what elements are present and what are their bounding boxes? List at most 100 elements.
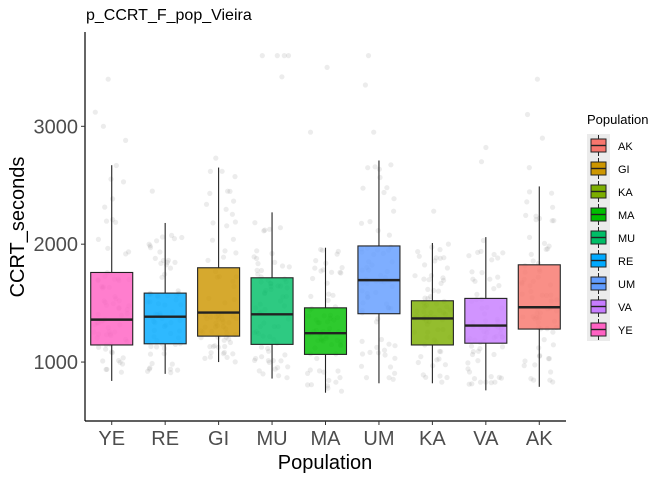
jitter-point [444, 265, 450, 271]
jitter-point [277, 225, 283, 231]
jitter-point [541, 240, 548, 246]
jitter-point [316, 368, 323, 374]
jitter-point [123, 137, 129, 143]
jitter-point [377, 174, 383, 181]
jitter-point [466, 253, 472, 259]
jitter-point [334, 251, 340, 257]
jitter-point [386, 375, 392, 381]
jitter-point [159, 274, 165, 280]
jitter-point [335, 368, 341, 374]
box-MA [303, 247, 348, 393]
jitter-point [276, 373, 282, 379]
jitter-point [258, 344, 265, 350]
jitter-point [233, 250, 239, 256]
legend-item-UM: UM [587, 272, 635, 295]
jitter-point [365, 165, 371, 171]
jitter-point [324, 383, 331, 389]
jitter-point [258, 267, 264, 274]
jitter-point [208, 350, 214, 356]
x-tick-label: YE [98, 428, 125, 450]
jitter-point [172, 259, 178, 265]
jitter-point [392, 355, 398, 361]
jitter-point [230, 236, 236, 242]
jitter-point [100, 358, 106, 364]
jitter-point [491, 351, 497, 358]
jitter-point [147, 365, 153, 371]
jitter-point [175, 288, 181, 294]
box-VA [464, 237, 508, 391]
jitter-point [265, 345, 271, 352]
jitter-point [162, 271, 168, 277]
jitter-point [221, 349, 227, 356]
jitter-point [550, 379, 556, 385]
legend-item-RE: RE [587, 249, 633, 272]
jitter-point [325, 385, 331, 391]
legend-label: AK [618, 141, 633, 153]
jitter-point [165, 257, 171, 263]
jitter-point [475, 358, 481, 364]
jitter-point [157, 249, 163, 255]
legend-label: KA [618, 187, 633, 199]
jitter-point [412, 273, 418, 279]
jitter-point [418, 354, 424, 360]
jitter-point [103, 346, 109, 352]
jitter-point [272, 259, 278, 265]
legend-item-KA: KA [587, 180, 633, 203]
x-tick-label: MU [257, 428, 288, 450]
jitter-point [479, 270, 485, 276]
jitter-point [375, 316, 381, 322]
jitter-point [437, 247, 443, 253]
jitter-point [480, 237, 486, 244]
jitter-point [551, 218, 557, 224]
box-body [143, 292, 187, 345]
jitter-point [102, 204, 108, 210]
jitter-point [108, 176, 114, 182]
jitter-point [375, 228, 381, 234]
jitter-point [147, 245, 154, 251]
jitter-point [326, 377, 332, 383]
jitter-point [359, 338, 365, 344]
jitter-point [386, 341, 392, 347]
jitter-point [103, 218, 110, 224]
jitter-point [279, 74, 285, 80]
jitter-point [126, 249, 132, 255]
legend-label: VA [618, 302, 633, 314]
box-KA [410, 243, 454, 384]
jitter-point [224, 223, 230, 229]
jitter-point [420, 372, 426, 378]
jitter-point [171, 236, 177, 242]
jitter-point [524, 199, 530, 205]
jitter-point [167, 265, 174, 271]
jitter-point [339, 265, 345, 271]
jitter-point [123, 251, 129, 257]
jitter-point [550, 329, 556, 335]
jitter-point [437, 373, 443, 379]
jitter-point [146, 366, 152, 372]
jitter-point [371, 129, 377, 135]
jitter-point [255, 261, 261, 267]
jitter-point [469, 269, 475, 275]
box-GI [197, 167, 241, 363]
chart-title: p_CCRT_F_pop_Vieira [86, 7, 252, 24]
jitter-point [175, 367, 181, 373]
x-tick-label: KA [419, 428, 446, 450]
jitter-point [468, 343, 475, 349]
jitter-point [226, 336, 232, 342]
jitter-point [146, 241, 152, 247]
jitter-point [365, 53, 372, 59]
jitter-point [423, 374, 429, 380]
jitter-point [259, 354, 265, 360]
jitter-point [285, 364, 291, 370]
jitter-point [431, 208, 437, 214]
jitter-point [260, 371, 266, 377]
jitter-point [381, 347, 388, 353]
jitter-point [382, 352, 388, 358]
box-body [303, 307, 348, 355]
jitter-point [444, 374, 450, 381]
jitter-point [541, 337, 547, 343]
jitter-point [392, 370, 398, 376]
jitter-point [491, 251, 497, 258]
jitter-point [373, 319, 380, 325]
legend-item-AK: AK [587, 134, 633, 157]
jitter-point [272, 366, 278, 372]
